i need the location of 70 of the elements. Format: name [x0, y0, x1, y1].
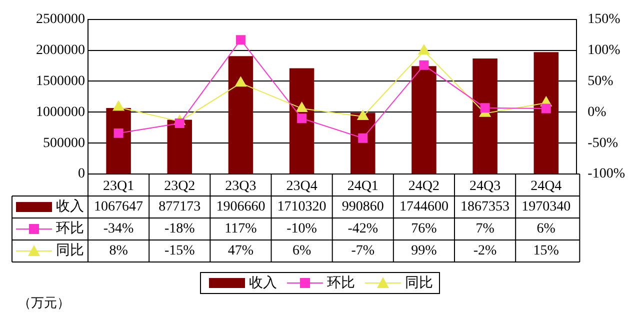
data-label: 990860 [342, 200, 384, 215]
data-label: 1744600 [399, 200, 448, 215]
data-label: 6% [292, 244, 312, 259]
y-tick-label: 0 [78, 166, 85, 182]
x-tick-label: 24Q3 [469, 179, 501, 194]
data-label: -42% [348, 222, 378, 237]
point [541, 104, 551, 114]
bar [534, 52, 559, 174]
x-tick-label: 24Q2 [408, 179, 440, 194]
data-label: -7% [351, 244, 375, 259]
point [358, 133, 368, 143]
bar [228, 56, 254, 174]
text: 同比 [405, 276, 433, 291]
y-tick-label: 2500000 [36, 12, 85, 28]
point [174, 118, 184, 128]
text: （万元） [18, 294, 71, 312]
x-tick-label: 23Q3 [225, 179, 256, 194]
bar [472, 58, 498, 174]
data-label: -10% [286, 222, 318, 237]
y-tick-label: 500000 [43, 136, 85, 151]
point [297, 114, 307, 124]
y2-tick-label: -50% [588, 136, 618, 151]
y-tick-label: 1500000 [36, 74, 85, 89]
y-tick-label: 2000000 [36, 42, 85, 58]
text: 收入 [249, 276, 277, 291]
bar [289, 68, 314, 174]
data-label: -34% [103, 222, 134, 237]
bar [167, 120, 192, 174]
text: 环比 [327, 276, 355, 291]
point [112, 100, 124, 111]
x-tick-label: 23Q4 [286, 179, 318, 194]
point [296, 102, 308, 112]
data-label: 47% [228, 244, 254, 259]
y2-tick-label: 0% [588, 104, 607, 120]
data-label: 117% [224, 222, 258, 237]
data-label: 1867353 [460, 200, 510, 215]
data-label: -2% [473, 244, 498, 259]
data-label: -18% [164, 222, 196, 237]
data-label: 877173 [158, 200, 201, 215]
point [235, 76, 246, 87]
y2-tick-label: 100% [588, 42, 621, 58]
data-label: 15% [533, 244, 560, 259]
point [114, 128, 124, 138]
point [419, 60, 429, 70]
point [480, 103, 490, 113]
y2-tick-label: 150% [588, 12, 621, 28]
bar [412, 66, 436, 174]
data-label: 7% [476, 222, 495, 237]
data-label: 99% [411, 244, 438, 259]
point [357, 110, 369, 120]
data-label: 8% [109, 244, 128, 259]
legend-label: 同比 [56, 242, 84, 259]
data-label: 76% [411, 222, 438, 237]
y-tick-label: 1000000 [36, 104, 85, 120]
y2-tick-label: 50% [588, 74, 614, 89]
point [418, 44, 430, 54]
data-label: -15% [164, 244, 196, 259]
data-label: 1067647 [94, 200, 144, 215]
x-tick-label: 24Q1 [347, 179, 378, 194]
x-tick-label: 24Q4 [530, 179, 562, 194]
data-label: 1710320 [277, 200, 326, 215]
bar [106, 108, 131, 174]
legend-label: 收入 [56, 198, 84, 215]
x-tick-label: 23Q2 [164, 179, 196, 194]
legend-label: 环比 [56, 220, 84, 237]
data-label: 1906660 [216, 200, 266, 215]
x-tick-label: 23Q1 [102, 179, 134, 194]
data-label: 6% [536, 222, 556, 237]
data-label: 1970340 [522, 200, 571, 215]
y2-tick-label: -100% [588, 166, 626, 182]
